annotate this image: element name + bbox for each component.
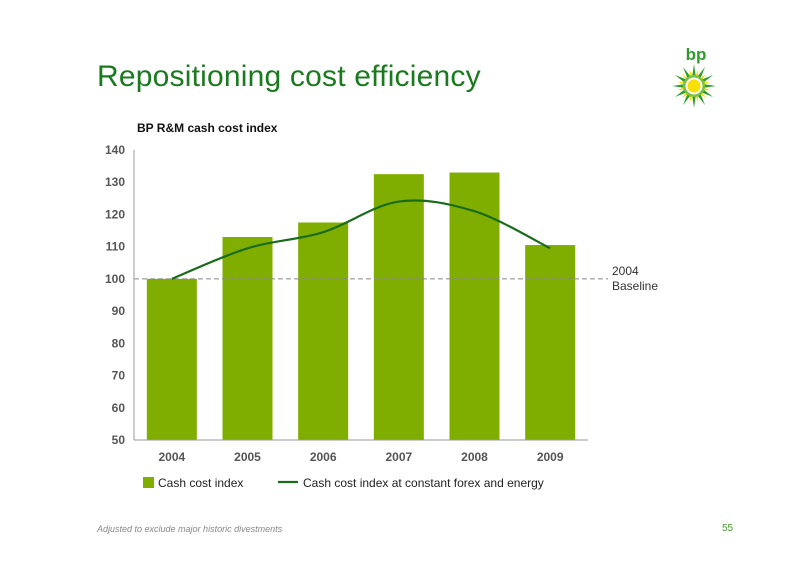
x-tick-label: 2009 <box>537 450 564 464</box>
y-tick-label: 140 <box>105 143 125 157</box>
baseline-label-year: 2004 <box>612 264 639 278</box>
page-number: 55 <box>722 523 734 534</box>
y-tick-label: 80 <box>112 336 126 350</box>
y-tick-label: 130 <box>105 175 125 189</box>
x-tick-label: 2006 <box>310 450 337 464</box>
bar-2008 <box>449 172 500 441</box>
legend-bar-label: Cash cost index <box>158 476 243 490</box>
x-tick-label: 2005 <box>234 450 261 464</box>
footnote: Adjusted to exclude major historic dives… <box>97 524 283 534</box>
bar-2009 <box>525 245 576 440</box>
legend-bar-swatch <box>143 477 154 488</box>
y-tick-label: 100 <box>105 272 125 286</box>
y-tick-label: 110 <box>106 240 126 254</box>
legend-line-label: Cash cost index at constant forex and en… <box>303 476 544 490</box>
bar-2006 <box>298 222 349 440</box>
x-tick-label: 2008 <box>461 450 488 464</box>
bar-2005 <box>222 237 273 440</box>
bp-helios-logo-icon: bp <box>672 45 716 108</box>
y-tick-label: 60 <box>112 401 126 415</box>
bar-2007 <box>373 174 424 440</box>
slide-title: Repositioning cost efficiency <box>97 60 481 93</box>
y-tick-label: 50 <box>112 433 126 447</box>
y-tick-label: 120 <box>105 207 125 221</box>
y-tick-label: 90 <box>112 304 126 318</box>
chart-title: BP R&M cash cost index <box>137 121 278 135</box>
x-tick-label: 2007 <box>385 450 412 464</box>
constant-forex-line <box>171 199 551 280</box>
y-tick-label: 70 <box>112 369 126 383</box>
baseline-label-text: Baseline <box>612 279 658 293</box>
bp-logo-text: bp <box>686 45 707 64</box>
bar-2004 <box>146 278 197 440</box>
x-tick-label: 2004 <box>158 450 185 464</box>
